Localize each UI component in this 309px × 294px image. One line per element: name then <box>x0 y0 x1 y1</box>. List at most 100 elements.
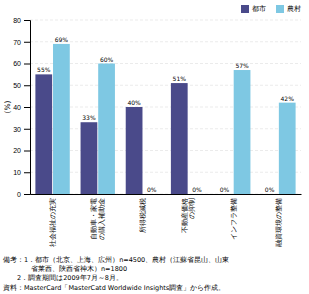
y-tick: 0 <box>17 191 30 198</box>
bar <box>81 122 98 194</box>
legend-label: 農村 <box>287 5 301 13</box>
grid-line <box>30 20 301 21</box>
grid-line <box>30 128 301 129</box>
bars <box>35 44 295 194</box>
x-tick-label: 融資環境の整備 <box>275 198 283 247</box>
legend-swatch <box>241 5 249 13</box>
grid-line <box>30 172 301 173</box>
y-tick-label: 60 <box>13 60 21 67</box>
y-tick-mark <box>24 85 30 86</box>
x-tick: 融資環境の整備 <box>275 194 283 247</box>
legend-label: 都市 <box>252 5 266 13</box>
y-tick-label: 70 <box>13 38 21 45</box>
data-label: 33% <box>82 114 96 121</box>
x-tick: 不動産価格の抑制 <box>181 194 196 233</box>
x-tick: 自動車・家電の購入補助金 <box>90 194 106 240</box>
y-tick-label: 50 <box>13 82 21 89</box>
bar <box>53 44 70 194</box>
y-tick-label: 0 <box>17 191 21 198</box>
bar <box>216 194 233 195</box>
x-tick-label-line: 融資環境の整備 <box>275 198 283 247</box>
note: 備考：1．都市（北京、上海、広州）n=4500、農村（江蘇省昆山、山東 <box>3 256 229 264</box>
y-axis: 0 10 20 30 40 50 60 70 80 <box>13 17 30 198</box>
bar <box>279 103 296 194</box>
y-tick-label: 40 <box>13 104 21 111</box>
bar <box>126 107 143 194</box>
bar <box>171 83 188 194</box>
x-tick: 社会福祉の充実 <box>49 194 56 247</box>
y-tick-label: 80 <box>13 17 21 24</box>
legend-swatch <box>276 5 284 13</box>
y-tick: 70 <box>13 38 30 45</box>
y-tick-mark <box>24 107 30 108</box>
x-tick-label: 不動産価格の抑制 <box>181 198 196 233</box>
x-tick-label-line: 所得税減税 <box>139 198 146 233</box>
legend-item: 都市 <box>241 5 266 13</box>
data-label: 69% <box>55 36 69 43</box>
y-axis-title: (%) <box>3 100 12 113</box>
x-axis-line <box>31 194 302 195</box>
grid-line <box>30 150 301 151</box>
x-tick: インフラ整備 <box>230 194 237 240</box>
bar <box>98 64 115 195</box>
x-tick-label-line: インフラ整備 <box>230 198 237 240</box>
y-tick: 10 <box>13 169 30 176</box>
y-tick: 20 <box>13 147 30 154</box>
data-labels: 55% 33% 40% 51% 0% 0% 69% 60% 0% 0% 57% 42% <box>37 36 294 193</box>
data-label: 0% <box>220 186 230 193</box>
legend-item: 農村 <box>276 5 301 13</box>
legend: 都市 農村 <box>241 5 301 13</box>
data-label: 55% <box>37 66 51 73</box>
data-label: 0% <box>265 186 275 193</box>
y-tick-label: 30 <box>13 125 21 132</box>
y-tick-mark <box>24 172 30 173</box>
y-tick-mark <box>24 42 30 43</box>
data-label: 40% <box>127 99 141 106</box>
grid-line <box>30 85 301 86</box>
y-tick: 60 <box>13 60 30 67</box>
x-axis: 社会福祉の充実 自動車・家電の購入補助金 所得税減税 不動産価格の抑制 インフラ整備 融資… <box>31 194 302 247</box>
bar <box>143 194 160 195</box>
grid-line <box>30 194 301 195</box>
x-tick-label-line: の購入補助金 <box>98 198 106 240</box>
bar <box>189 194 206 195</box>
x-tick-label: 社会福祉の充実 <box>49 198 56 247</box>
data-label: 51% <box>173 75 187 82</box>
y-tick-mark <box>24 194 30 195</box>
x-tick-label: 所得税減税 <box>139 198 146 233</box>
bar <box>261 194 278 195</box>
note: 2．調査期間は2009年7月～8月。 <box>3 274 123 282</box>
grid-line <box>30 41 301 42</box>
notes: 備考：1．都市（北京、上海、広州）n=4500、農村（江蘇省昆山、山東 省莱西、… <box>3 256 229 292</box>
bar <box>234 70 251 194</box>
grid <box>30 20 301 194</box>
y-tick: 40 <box>13 104 30 111</box>
y-tick-label: 10 <box>13 169 21 176</box>
data-label: 0% <box>192 186 202 193</box>
y-tick: 80 <box>13 17 30 24</box>
y-tick: 50 <box>13 82 30 89</box>
x-tick-label-line: 社会福祉の充実 <box>49 198 56 247</box>
x-tick-label-line: 不動産価格 <box>181 198 188 233</box>
grid-line <box>30 107 301 108</box>
grid-line <box>30 63 301 64</box>
note: 資料：MasterCard「MasterCatd Worldwide Insig… <box>3 284 225 292</box>
y-tick-mark <box>24 64 30 65</box>
data-label: 42% <box>281 95 295 102</box>
y-tick-mark <box>24 20 30 21</box>
y-tick-mark <box>24 129 30 130</box>
x-tick-label: 自動車・家電の購入補助金 <box>90 198 106 240</box>
data-label: 0% <box>147 186 157 193</box>
x-tick-label-line: の抑制 <box>188 198 195 219</box>
data-label: 60% <box>100 56 114 63</box>
bar <box>35 74 52 194</box>
data-label: 57% <box>235 62 249 69</box>
y-tick-mark <box>24 151 30 152</box>
y-tick-label: 20 <box>13 147 21 154</box>
x-tick: 所得税減税 <box>139 194 146 233</box>
y-tick: 30 <box>13 125 30 132</box>
x-tick-label: インフラ整備 <box>230 198 237 240</box>
chart: 0 10 20 30 40 50 60 70 80 (%) 社会福祉の充実 自動車・家電の購入補助金 所… <box>0 0 309 294</box>
note: 省莱西、陝西省神木）n=1800 <box>3 265 127 273</box>
y-axis-line <box>24 21 31 195</box>
